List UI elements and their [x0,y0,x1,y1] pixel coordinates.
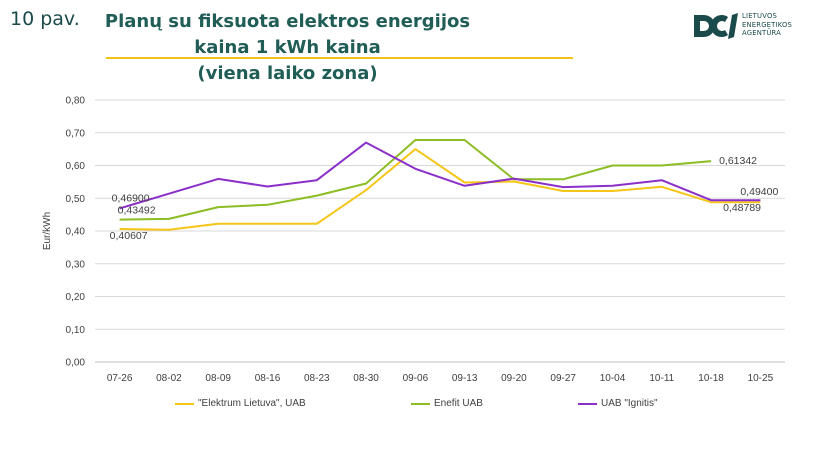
x-tick-label: 10-25 [748,373,774,384]
x-tick-label: 07-26 [107,373,133,384]
logo-line-2: ENERGETIKOS [742,20,793,29]
chart-title: Planų su fiksuota elektros energijos kai… [95,9,480,87]
y-tick-label: 0,80 [66,96,86,107]
x-tick-label: 08-09 [205,373,231,384]
data-label: 0,49400 [740,186,778,198]
legend-label: UAB "Ignitis" [601,398,658,409]
y-tick-label: 0,60 [66,161,86,172]
data-label: 0,48789 [723,202,761,214]
data-label: 0,43492 [118,205,156,217]
logo-icon [694,13,738,39]
data-label: 0,46900 [112,192,150,204]
y-tick-label: 0,70 [66,128,86,139]
chart-legend: "Elektrum Lietuva", UAB Enefit UAB UAB "Ig… [0,398,820,416]
y-tick-label: 0,00 [66,358,86,369]
title-underline [106,57,573,59]
x-tick-label: 08-16 [255,373,281,384]
slide-number: 10 pav. [10,8,80,30]
legend-label: Enefit UAB [434,398,483,409]
y-axis-label: Eur/kWh [42,212,53,250]
series-line-2 [119,139,712,221]
x-tick-label: 09-20 [501,373,527,384]
data-label: 0,61342 [719,155,757,167]
legend-swatch [411,402,430,405]
title-line-2: (viena laiko zona) [197,63,378,84]
x-tick-label: 08-30 [353,373,379,384]
legend-label: "Elektrum Lietuva", UAB [198,398,306,409]
x-tick-label: 09-27 [550,373,576,384]
y-tick-label: 0,40 [66,227,86,238]
x-tick-label: 10-11 [649,373,674,384]
logo-text: LIETUVOS ENERGETIKOS AGENTŪRA [742,12,792,38]
x-tick-label: 09-13 [452,373,478,384]
x-tick-label: 08-02 [156,373,182,384]
y-tick-label: 0,30 [66,259,86,270]
series-line-3 [119,141,761,210]
y-tick-label: 0,50 [66,194,86,205]
x-tick-label: 10-04 [600,373,626,384]
x-tick-label: 09-06 [403,373,429,384]
legend-item: UAB "Ignitis" [578,398,658,409]
legend-item: "Elektrum Lietuva", UAB [175,398,306,409]
logo-line-3: AGENTŪRA [742,29,781,38]
legend-swatch [175,402,194,405]
x-tick-label: 10-18 [698,373,724,384]
series-line-1 [119,148,761,231]
y-tick-label: 0,20 [66,292,86,303]
y-tick-label: 0,10 [66,325,86,336]
x-tick-label: 08-23 [304,373,330,384]
legend-item: Enefit UAB [411,398,483,409]
title-line-1: Planų su fiksuota elektros energijos kai… [104,11,471,58]
legend-swatch [578,402,597,405]
logo-line-1: LIETUVOS [742,12,778,20]
data-label: 0,40607 [110,230,148,242]
